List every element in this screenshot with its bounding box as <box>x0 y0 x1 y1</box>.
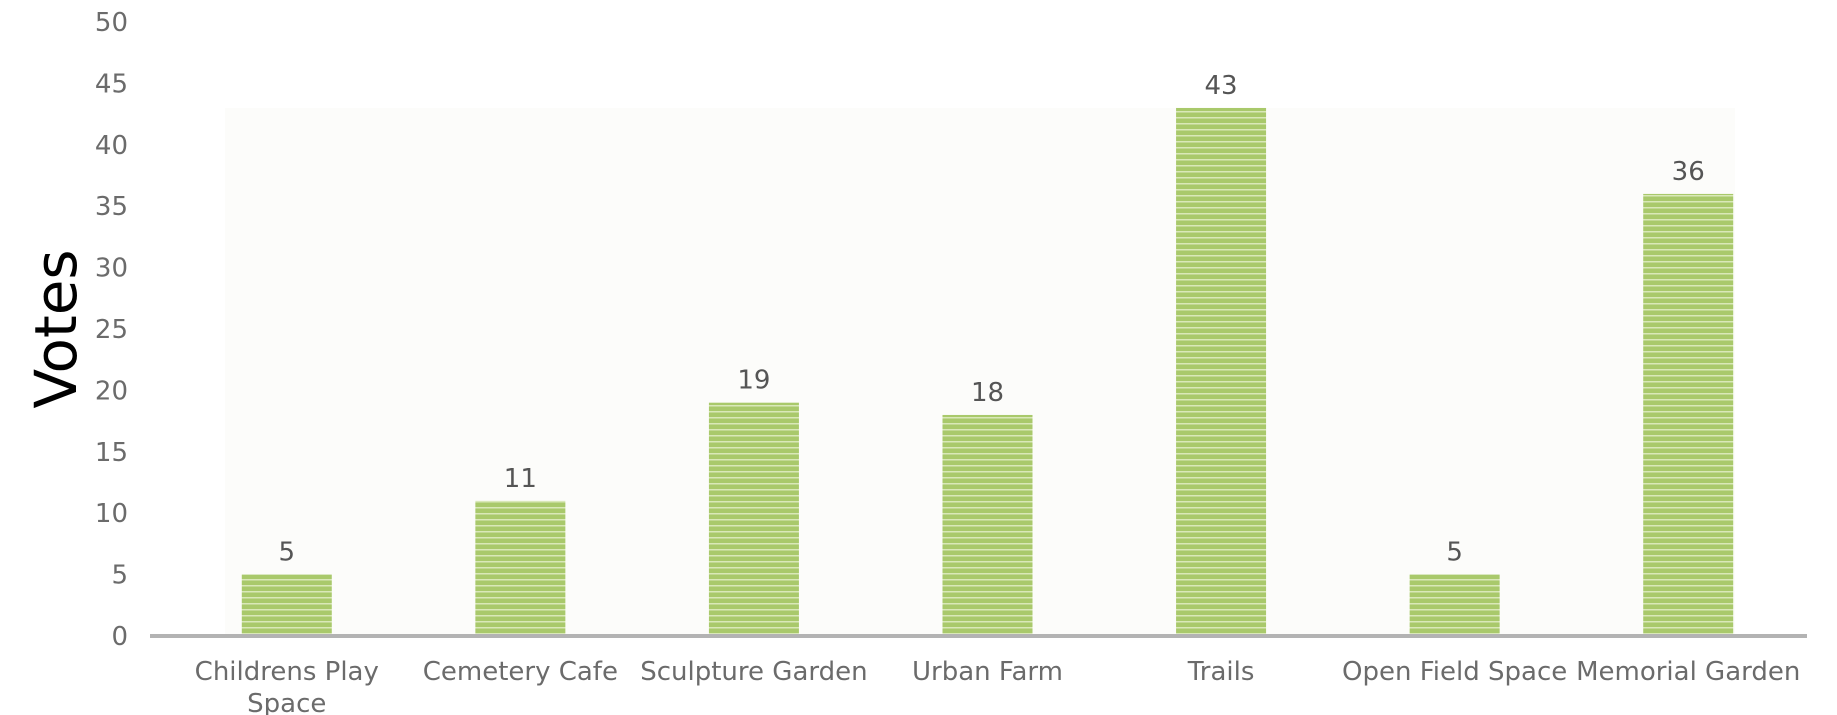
y-tick-label: 45 <box>95 69 128 99</box>
y-tick-label: 0 <box>111 622 128 652</box>
x-tick-label: Sculpture Garden <box>640 657 867 687</box>
data-label: 19 <box>737 366 770 396</box>
bar <box>1176 107 1267 636</box>
bars-group <box>241 107 1734 637</box>
bar <box>475 500 566 636</box>
y-tick-label: 35 <box>95 192 128 222</box>
data-label: 36 <box>1672 157 1705 187</box>
x-tick-label: Urban Farm <box>912 657 1063 687</box>
data-label: 11 <box>504 464 537 494</box>
bar <box>1643 193 1734 637</box>
y-tick-label: 50 <box>95 8 128 38</box>
y-tick-label: 25 <box>95 315 128 345</box>
bar <box>241 574 332 636</box>
data-label: 43 <box>1205 71 1238 101</box>
y-tick-label: 40 <box>95 131 128 161</box>
y-tick-label: 5 <box>111 561 128 591</box>
data-label: 5 <box>279 538 296 568</box>
bar <box>708 402 799 636</box>
x-tick-label: Memorial Garden <box>1576 657 1800 687</box>
y-tick-label: 10 <box>95 499 128 529</box>
x-tick-label: Cemetery Cafe <box>423 657 618 687</box>
y-tick-label: 15 <box>95 438 128 468</box>
data-labels-group: 5 11 19 18 43 5 36 <box>279 71 1705 568</box>
x-tick-label: Trails <box>1187 657 1255 687</box>
bar <box>942 414 1033 636</box>
x-tick-label: Childrens Play Space <box>195 657 379 715</box>
y-axis-title: Votes <box>22 249 90 408</box>
y-tick-label: 20 <box>95 376 128 406</box>
x-tick-label: Open Field Space <box>1342 657 1567 687</box>
data-label: 5 <box>1446 538 1463 568</box>
x-axis-labels: Childrens Play Space Cemetery Cafe Sculptur… <box>195 657 1801 715</box>
data-label: 18 <box>971 378 1004 408</box>
y-axis-ticks: 0 5 10 15 20 25 30 35 40 45 50 <box>95 8 128 652</box>
bar <box>1409 574 1500 636</box>
y-tick-label: 30 <box>95 254 128 284</box>
